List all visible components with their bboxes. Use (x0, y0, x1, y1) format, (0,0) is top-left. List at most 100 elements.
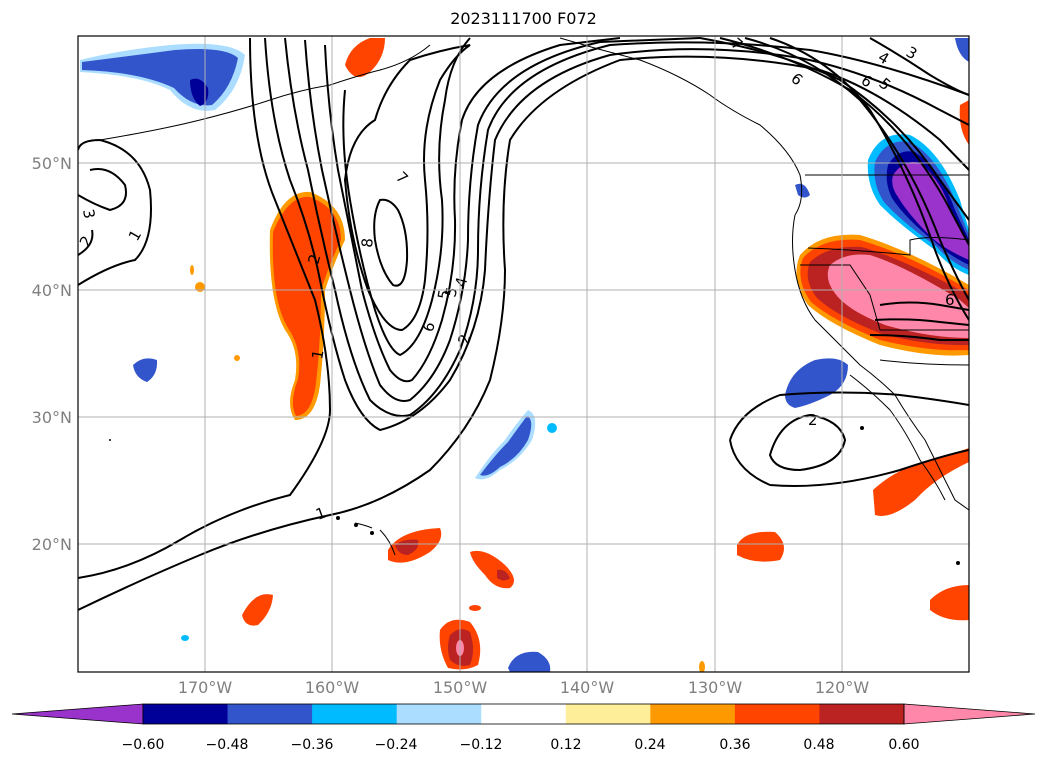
map-title: 2023111700 F072 (450, 9, 597, 28)
negative-region (181, 635, 189, 641)
contour-line (699, 37, 969, 221)
lat-label: 20°N (32, 535, 72, 554)
contour-line (343, 44, 471, 332)
contour-label: 4 (451, 275, 471, 289)
contour-label: 6 (945, 291, 955, 309)
contour-line (769, 37, 969, 321)
colorbar-segment (481, 704, 567, 724)
island (109, 439, 111, 441)
colorbar-extend-high (903, 703, 1036, 725)
positive-region (827, 254, 969, 338)
contour-lines (78, 37, 969, 611)
negative-region (547, 423, 557, 433)
lon-label: 160°W (305, 678, 360, 697)
contour-line (284, 37, 969, 417)
gridlines (78, 36, 969, 672)
contour-line (729, 439, 969, 487)
colorbar-tick: −0.12 (460, 737, 503, 753)
negative-region (508, 651, 551, 672)
colorbar-tick: −0.24 (375, 737, 418, 753)
positive-region (497, 569, 510, 581)
coastline (379, 529, 396, 556)
colorbar-segment (565, 704, 651, 724)
colorbar-segment (650, 704, 736, 724)
lat-label: 50°N (32, 154, 72, 173)
colorbar-segment (312, 704, 398, 724)
colorbar-segment (819, 704, 905, 724)
colorbar-extend-low (11, 703, 144, 725)
contour-line (342, 37, 471, 357)
lon-label: 120°W (815, 678, 870, 697)
longitude-labels: 170°W 160°W 150°W 140°W 130°W 120°W (178, 678, 870, 697)
positive-region (272, 196, 341, 416)
island (336, 516, 340, 520)
colorbar-segment (227, 704, 313, 724)
contour-line (874, 318, 969, 326)
colorbar-tick: −0.60 (122, 737, 165, 753)
latitude-labels: 50°N 40°N 30°N 20°N (32, 154, 72, 554)
lon-label: 150°W (433, 678, 488, 697)
positive-region (873, 448, 969, 516)
contour-line (373, 198, 409, 287)
contour-line (78, 168, 127, 212)
lon-label: 170°W (178, 678, 233, 697)
positive-region (469, 605, 481, 611)
coastline (559, 37, 803, 216)
island (370, 531, 374, 535)
lon-label: 140°W (560, 678, 615, 697)
positive-region (395, 539, 419, 555)
colorbar-segment (734, 704, 820, 724)
contour-line (78, 55, 969, 611)
colorbar-tick: 0.48 (803, 737, 834, 753)
island (354, 523, 358, 527)
contour-line (78, 229, 94, 256)
contour-line (869, 334, 969, 341)
contour-label: 2 (454, 332, 474, 346)
contour-line (304, 37, 701, 402)
positive-region (234, 355, 240, 361)
colorbar-tick: −0.36 (291, 737, 334, 753)
contour-line (869, 37, 969, 96)
coastline (99, 44, 431, 141)
contour-line (729, 391, 969, 441)
lon-label: 130°W (688, 678, 743, 697)
contour-line (719, 37, 969, 246)
island (956, 561, 960, 565)
contour-line (264, 37, 969, 432)
colorbar-tick: 0.36 (719, 737, 750, 753)
negative-region (190, 78, 209, 106)
coastlines (99, 37, 969, 556)
coastline (800, 264, 881, 331)
negative-region (480, 416, 532, 476)
contour-line (768, 413, 847, 472)
positive-region (930, 585, 969, 621)
positive-region (190, 265, 194, 275)
negative-region (785, 358, 848, 408)
coastline (792, 214, 969, 511)
colorbar-ticks: −0.60 −0.48 −0.36 −0.24 −0.12 0.12 0.24 … (122, 737, 920, 753)
colorbar (11, 703, 1036, 725)
plot-area (78, 36, 969, 672)
contour-label: 8 (358, 237, 377, 248)
plot-frame (77, 35, 970, 673)
coastline (879, 359, 969, 366)
island (860, 426, 864, 430)
lat-label: 40°N (32, 281, 72, 300)
contour-label: 5 (441, 285, 461, 299)
contour-line (744, 37, 969, 301)
contour-label: 2 (808, 411, 818, 429)
contour-label: 5 (434, 288, 453, 301)
positive-region (345, 38, 385, 78)
lat-label: 30°N (32, 408, 72, 427)
contour-label: 2 (304, 252, 324, 266)
colorbar-frame (142, 703, 905, 725)
colorbar-segment (143, 704, 229, 724)
positive-region (737, 531, 784, 562)
colorbar-segment (396, 704, 482, 724)
contour-line (879, 301, 969, 311)
contour-line (78, 138, 152, 286)
contour-label: 1 (308, 348, 327, 361)
negative-region (133, 358, 158, 382)
coastline (849, 374, 946, 501)
